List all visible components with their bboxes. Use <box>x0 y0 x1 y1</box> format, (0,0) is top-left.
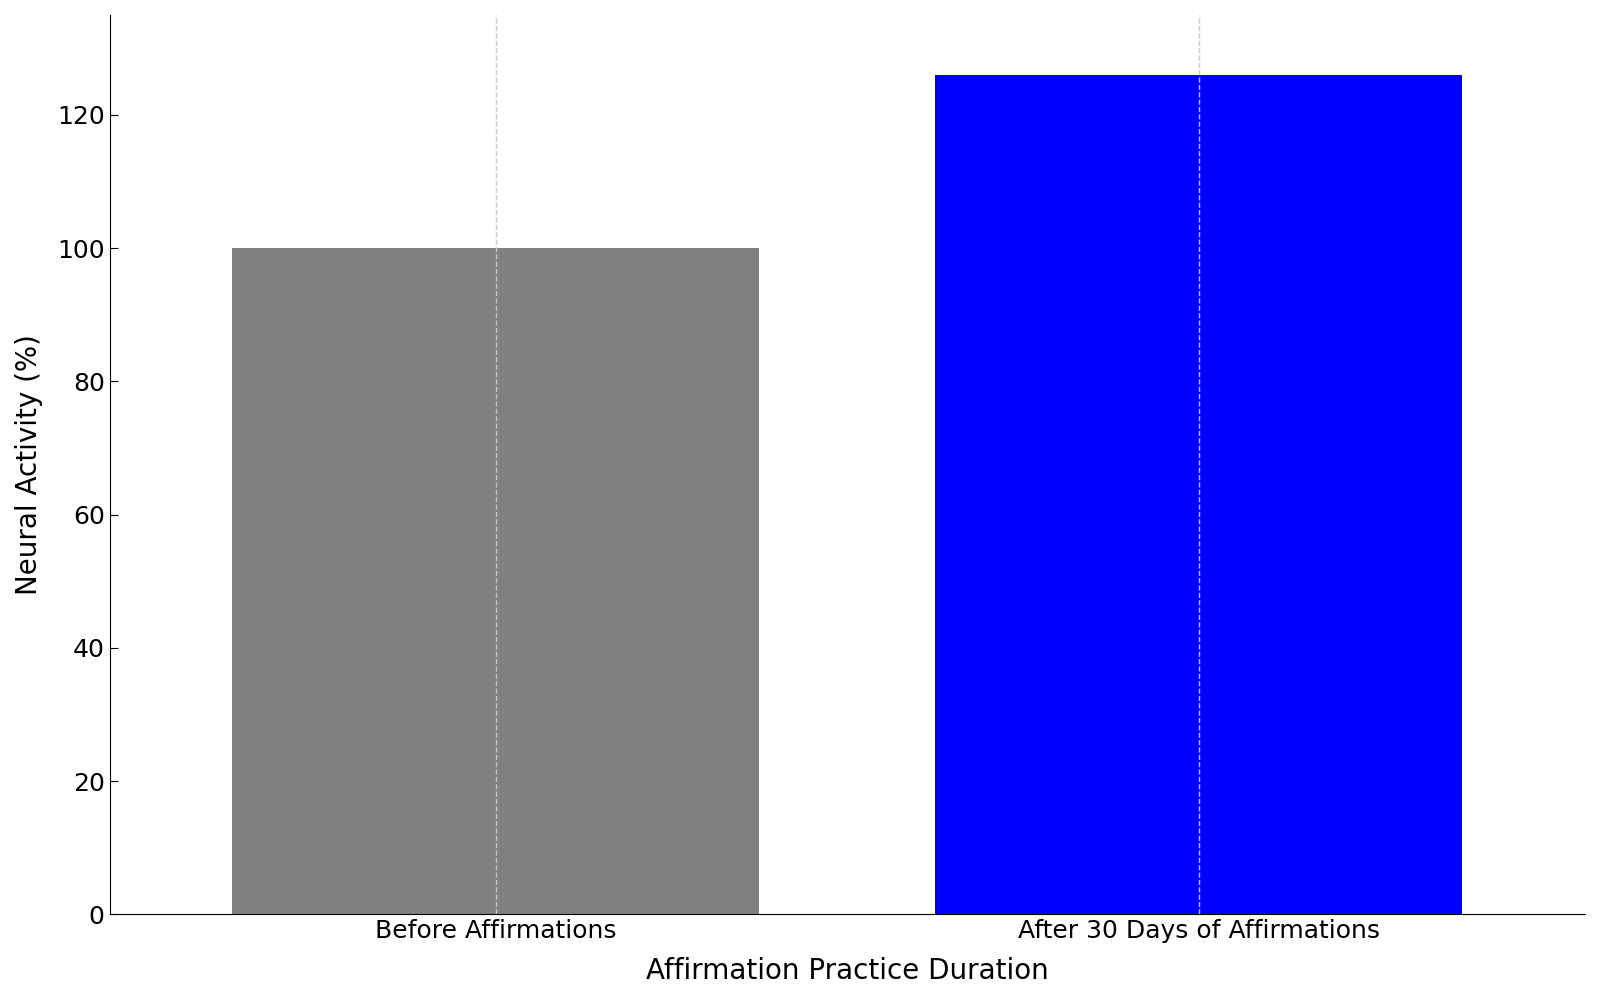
X-axis label: Affirmation Practice Duration: Affirmation Practice Duration <box>646 957 1048 985</box>
Bar <box>934 75 1462 914</box>
Bar <box>232 248 760 914</box>
Y-axis label: Neural Activity (%): Neural Activity (%) <box>14 334 43 595</box>
